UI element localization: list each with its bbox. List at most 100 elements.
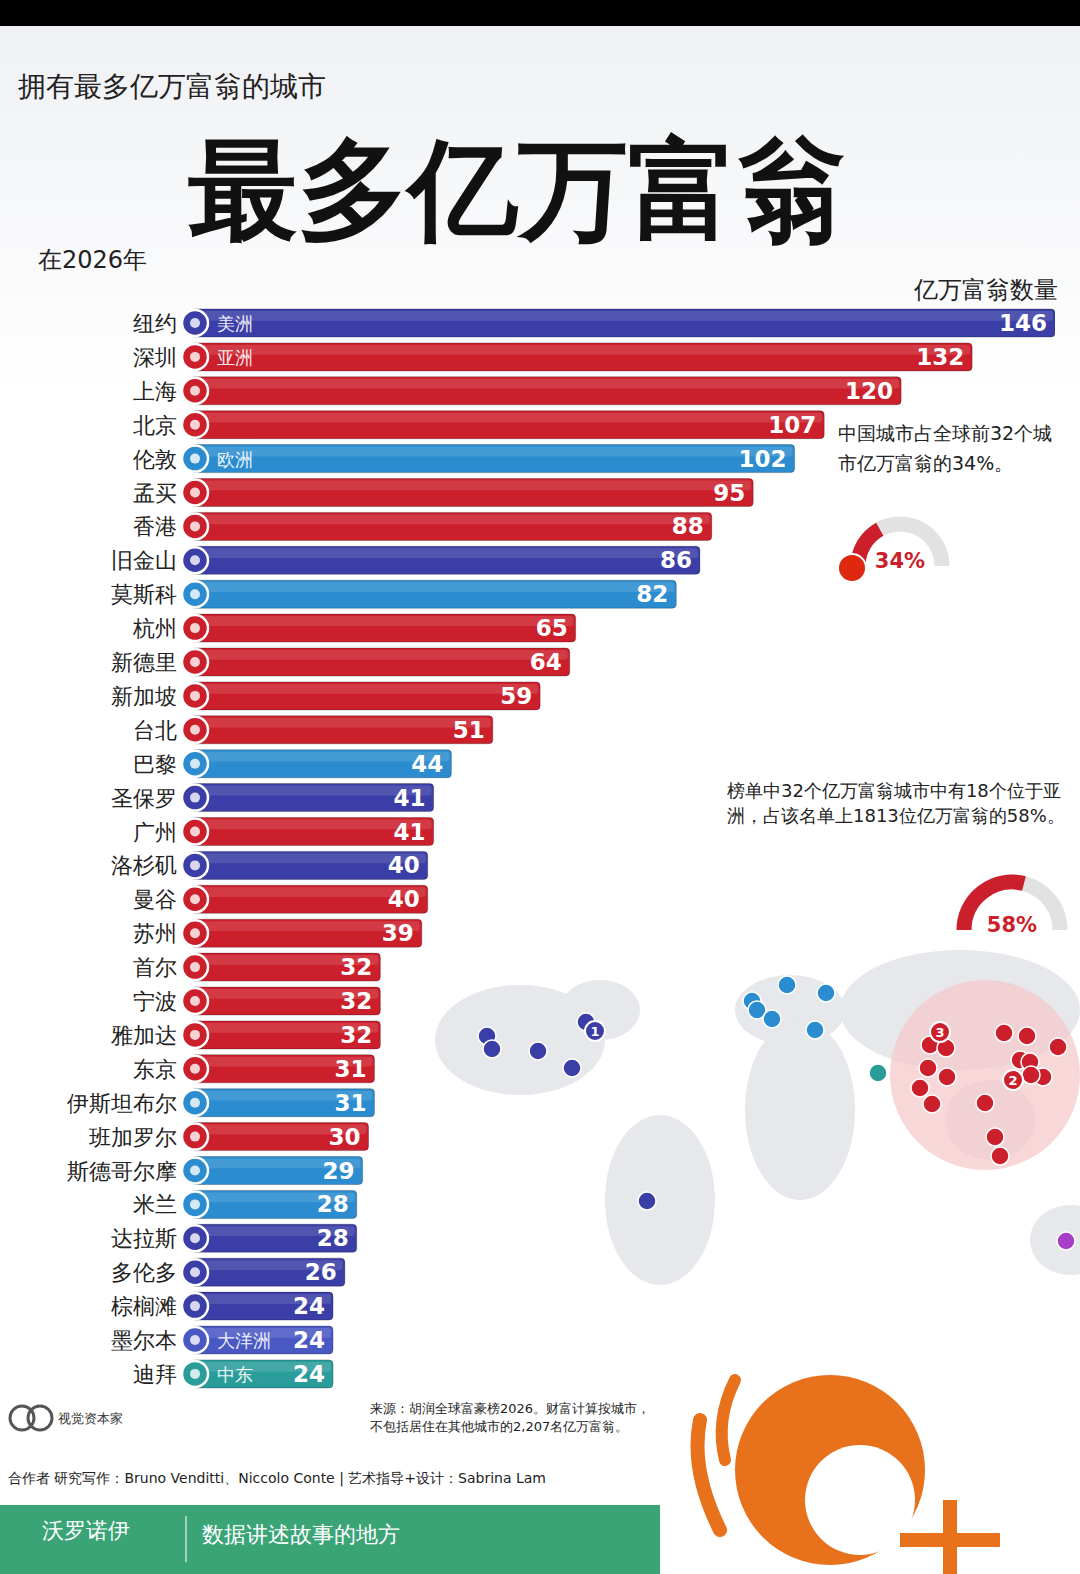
category-label: 旧金山 [111, 548, 177, 573]
flag [182, 785, 208, 811]
flag [190, 962, 200, 972]
data-label: 107 [768, 412, 816, 438]
logo-shape [735, 1375, 925, 1565]
map-badge [930, 1022, 950, 1042]
map-dot [1049, 1038, 1067, 1056]
flag [182, 513, 208, 539]
logo-shape [722, 1380, 735, 1460]
map-dot [911, 1079, 929, 1097]
data-label: 51 [453, 717, 485, 743]
flag [190, 759, 200, 769]
flag [182, 344, 208, 370]
category-label: 香港 [133, 514, 177, 539]
bar-shine [191, 514, 710, 524]
map-badge [1003, 1070, 1023, 1090]
data-label: 40 [388, 852, 420, 878]
data-label: 64 [530, 649, 562, 675]
flag [190, 928, 200, 938]
category-label: 班加罗尔 [89, 1125, 177, 1150]
flag [190, 1301, 200, 1311]
bar-shine [191, 481, 751, 491]
bar [191, 1360, 333, 1388]
data-label: 39 [382, 920, 414, 946]
land [1030, 1205, 1080, 1275]
flag [182, 1293, 208, 1319]
category-label: 台北 [133, 718, 177, 743]
flag [182, 886, 208, 912]
category-label: 迪拜 [133, 1362, 177, 1387]
flag [182, 852, 208, 878]
map-dot [483, 1040, 501, 1058]
flag [190, 657, 200, 667]
category-label: 纽约 [133, 311, 177, 336]
category-label: 洛杉矶 [111, 853, 177, 878]
flag [190, 793, 200, 803]
region-label: 美洲 [217, 313, 253, 334]
data-label: 102 [739, 446, 787, 472]
data-label: 82 [636, 581, 668, 607]
source: 来源：胡润全球富豪榜2026。财富计算按城市，不包括居住在其他城市的2,207名… [370, 1400, 654, 1436]
category-label: 新加坡 [111, 684, 177, 709]
map-dot [1018, 1027, 1036, 1045]
map-dot [1057, 1232, 1075, 1250]
category-label: 北京 [133, 413, 177, 438]
data-label: 29 [323, 1158, 355, 1184]
category-label: 斯德哥尔摩 [67, 1159, 177, 1184]
flag [182, 1124, 208, 1150]
flag [182, 446, 208, 472]
bar [191, 546, 700, 574]
subtitle: 在2026年 [38, 246, 147, 274]
flag [190, 555, 200, 565]
bar [191, 1224, 357, 1252]
divider [185, 1516, 187, 1562]
flag [182, 683, 208, 709]
tagline: 数据讲述故事的地方 [202, 1522, 400, 1547]
bar-shine [191, 413, 822, 423]
bar-shine [191, 718, 491, 728]
flag [182, 581, 208, 607]
data-label: 41 [394, 819, 426, 845]
data-label: 31 [334, 1056, 366, 1082]
category-label: 新德里 [111, 650, 177, 675]
bar [191, 1157, 363, 1185]
bar [191, 512, 712, 540]
flag [190, 318, 200, 328]
map-badge-label: 2 [1008, 1073, 1017, 1088]
bar [191, 682, 540, 710]
map-dot [995, 1024, 1013, 1042]
flag [182, 547, 208, 573]
flag [190, 827, 200, 837]
category-label: 孟买 [133, 481, 177, 506]
category-label: 深圳 [133, 345, 177, 370]
map-dot [991, 1147, 1009, 1165]
flag [190, 894, 200, 904]
bar [191, 716, 493, 744]
map-dot [938, 1068, 956, 1086]
bar-shine [191, 684, 538, 694]
category-label: 苏州 [133, 921, 177, 946]
flag [182, 310, 208, 336]
data-label: 120 [845, 378, 893, 404]
flag [182, 1225, 208, 1251]
flag [190, 1267, 200, 1277]
gauge-label: 34% [875, 549, 925, 573]
data-label: 95 [713, 480, 745, 506]
bar [191, 1292, 333, 1320]
flag [190, 386, 200, 396]
annotation: 中国城市占全球前32个城市亿万富翁的34%。 [838, 418, 1070, 478]
data-label: 86 [660, 547, 692, 573]
flag [190, 1199, 200, 1209]
gauge-label: 58% [987, 913, 1037, 937]
supertitle: 拥有最多亿万富翁的城市 [18, 70, 326, 103]
category-label: 广州 [133, 820, 177, 845]
data-label: 132 [916, 344, 964, 370]
data-label: 44 [411, 751, 443, 777]
flag [190, 521, 200, 531]
category-label: 伊斯坦布尔 [67, 1091, 177, 1116]
data-label: 32 [340, 954, 372, 980]
map-dot [638, 1192, 656, 1210]
flag [182, 819, 208, 845]
bar [191, 953, 380, 981]
map [435, 950, 1080, 1285]
flag [182, 1259, 208, 1285]
